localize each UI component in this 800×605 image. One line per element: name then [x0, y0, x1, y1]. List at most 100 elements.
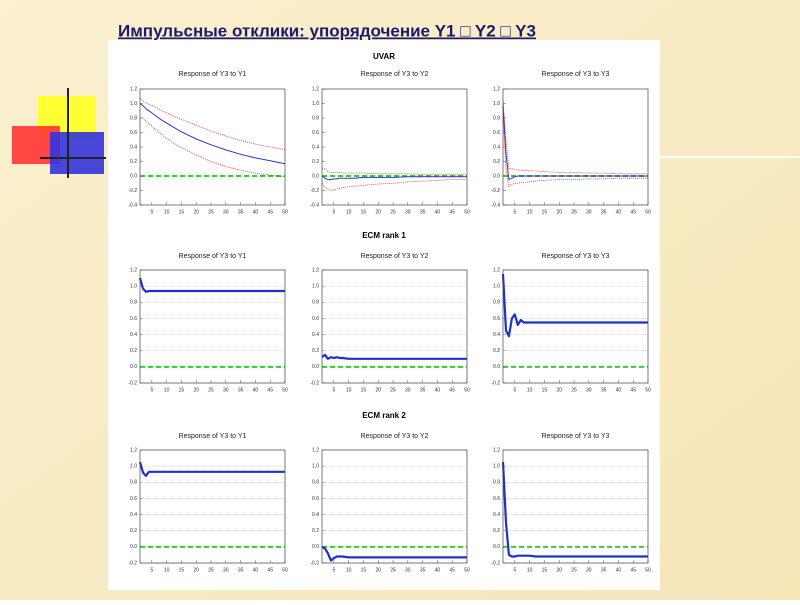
x-tick-label: 15	[179, 387, 185, 393]
x-tick-label: 50	[282, 387, 288, 393]
series-line	[321, 175, 467, 181]
x-tick-label: 25	[208, 387, 214, 393]
x-tick-label: 30	[586, 209, 592, 215]
x-tick-label: 40	[616, 387, 622, 393]
x-tick-label: 30	[405, 567, 411, 573]
y-tick-label: 0.6	[312, 316, 319, 322]
x-tick-label: 25	[571, 387, 577, 393]
y-tick-label: 0.6	[312, 130, 319, 136]
x-tick-label: 25	[390, 567, 396, 573]
x-tick-label: 40	[253, 567, 259, 573]
x-tick-label: 10	[527, 387, 533, 393]
x-tick-label: 30	[223, 387, 229, 393]
decoration	[12, 88, 800, 178]
y-tick-label: 0.4	[493, 332, 500, 338]
series-line	[321, 353, 467, 360]
x-tick-label: 40	[435, 387, 441, 393]
y-tick-label: 0.0	[130, 364, 137, 370]
y-tick-label: 1.0	[312, 463, 319, 469]
x-tick-label: 20	[193, 209, 199, 215]
x-tick-label: 35	[601, 387, 607, 393]
x-tick-label: 45	[449, 387, 455, 393]
y-tick-label: 0.2	[312, 528, 319, 534]
x-tick-label: 35	[420, 209, 426, 215]
y-tick-label: 0.2	[493, 159, 500, 165]
x-tick-label: 20	[375, 209, 381, 215]
y-tick-label: -0.2	[310, 560, 319, 566]
x-tick-label: 15	[361, 209, 367, 215]
y-tick-label: 0.4	[312, 332, 319, 338]
x-tick-label: 35	[238, 387, 244, 393]
y-tick-label: 0.8	[130, 480, 137, 486]
x-tick-label: 15	[542, 209, 548, 215]
x-tick-label: 45	[449, 567, 455, 573]
x-tick-label: 45	[630, 209, 636, 215]
y-tick-label: 0.2	[312, 348, 319, 354]
y-tick-label: 0.2	[130, 528, 137, 534]
y-tick-label: -0.2	[128, 560, 137, 566]
y-tick-label: -0.2	[128, 188, 137, 194]
section-title: UVAR	[373, 52, 395, 61]
section-title: ECM rank 1	[362, 231, 406, 240]
y-tick-label: 0.0	[493, 364, 500, 370]
series-line	[321, 179, 467, 191]
y-tick-label: 0.4	[312, 512, 319, 518]
y-tick-label: 0.4	[130, 512, 137, 518]
x-tick-label: 10	[527, 567, 533, 573]
x-tick-label: 5	[332, 209, 335, 215]
y-tick-label: 1.0	[312, 283, 319, 289]
y-tick-label: 1.2	[130, 267, 137, 273]
x-tick-label: 25	[208, 567, 214, 573]
chart-title: Response of Y3 to Y2	[361, 253, 429, 260]
y-tick-label: 0.8	[493, 115, 500, 121]
x-tick-label: 5	[513, 567, 516, 573]
x-tick-label: 5	[150, 567, 153, 573]
y-tick-label: 0.2	[493, 348, 500, 354]
x-tick-label: 15	[361, 567, 367, 573]
y-tick-label: 0.8	[130, 300, 137, 306]
y-tick-label: 0.6	[493, 316, 500, 322]
chart-title: Response of Y3 to Y3	[542, 71, 610, 78]
x-tick-label: 15	[179, 567, 185, 573]
x-tick-label: 50	[464, 387, 470, 393]
x-tick-label: 50	[645, 209, 651, 215]
y-tick-label: 0.8	[312, 300, 319, 306]
x-tick-label: 20	[193, 387, 199, 393]
y-tick-label: 0.6	[130, 496, 137, 502]
x-tick-label: 40	[435, 209, 441, 215]
y-tick-label: 1.0	[130, 283, 137, 289]
x-tick-label: 30	[586, 567, 592, 573]
x-tick-label: 35	[420, 567, 426, 573]
series-line	[139, 98, 286, 151]
y-tick-label: 0.6	[493, 130, 500, 136]
y-tick-label: 0.8	[493, 480, 500, 486]
plot-frame	[139, 88, 286, 206]
y-tick-label: 1.2	[130, 86, 137, 92]
y-tick-label: 1.0	[130, 463, 137, 469]
x-tick-label: 25	[390, 209, 396, 215]
y-tick-label: 0.0	[493, 173, 500, 179]
x-tick-label: 40	[616, 209, 622, 215]
y-tick-label: 0.4	[130, 332, 137, 338]
x-tick-label: 25	[571, 567, 577, 573]
x-tick-label: 45	[267, 209, 273, 215]
y-tick-label: 0.2	[130, 159, 137, 165]
series-line	[321, 545, 467, 562]
series-line	[502, 99, 648, 175]
y-tick-label: 1.2	[493, 267, 500, 273]
y-tick-label: 1.0	[312, 101, 319, 107]
x-tick-label: 10	[346, 209, 352, 215]
x-tick-label: 10	[346, 387, 352, 393]
y-tick-label: 0.6	[493, 496, 500, 502]
plot-frame	[139, 449, 286, 564]
x-tick-label: 5	[513, 209, 516, 215]
plot-frame	[139, 269, 286, 384]
x-tick-label: 45	[267, 567, 273, 573]
x-tick-label: 45	[267, 387, 273, 393]
y-tick-label: 1.0	[130, 101, 137, 107]
x-tick-label: 20	[375, 567, 381, 573]
x-tick-label: 50	[282, 567, 288, 573]
series-line	[501, 462, 648, 558]
y-tick-label: -0.4	[491, 202, 500, 208]
y-tick-label: -0.2	[491, 188, 500, 194]
